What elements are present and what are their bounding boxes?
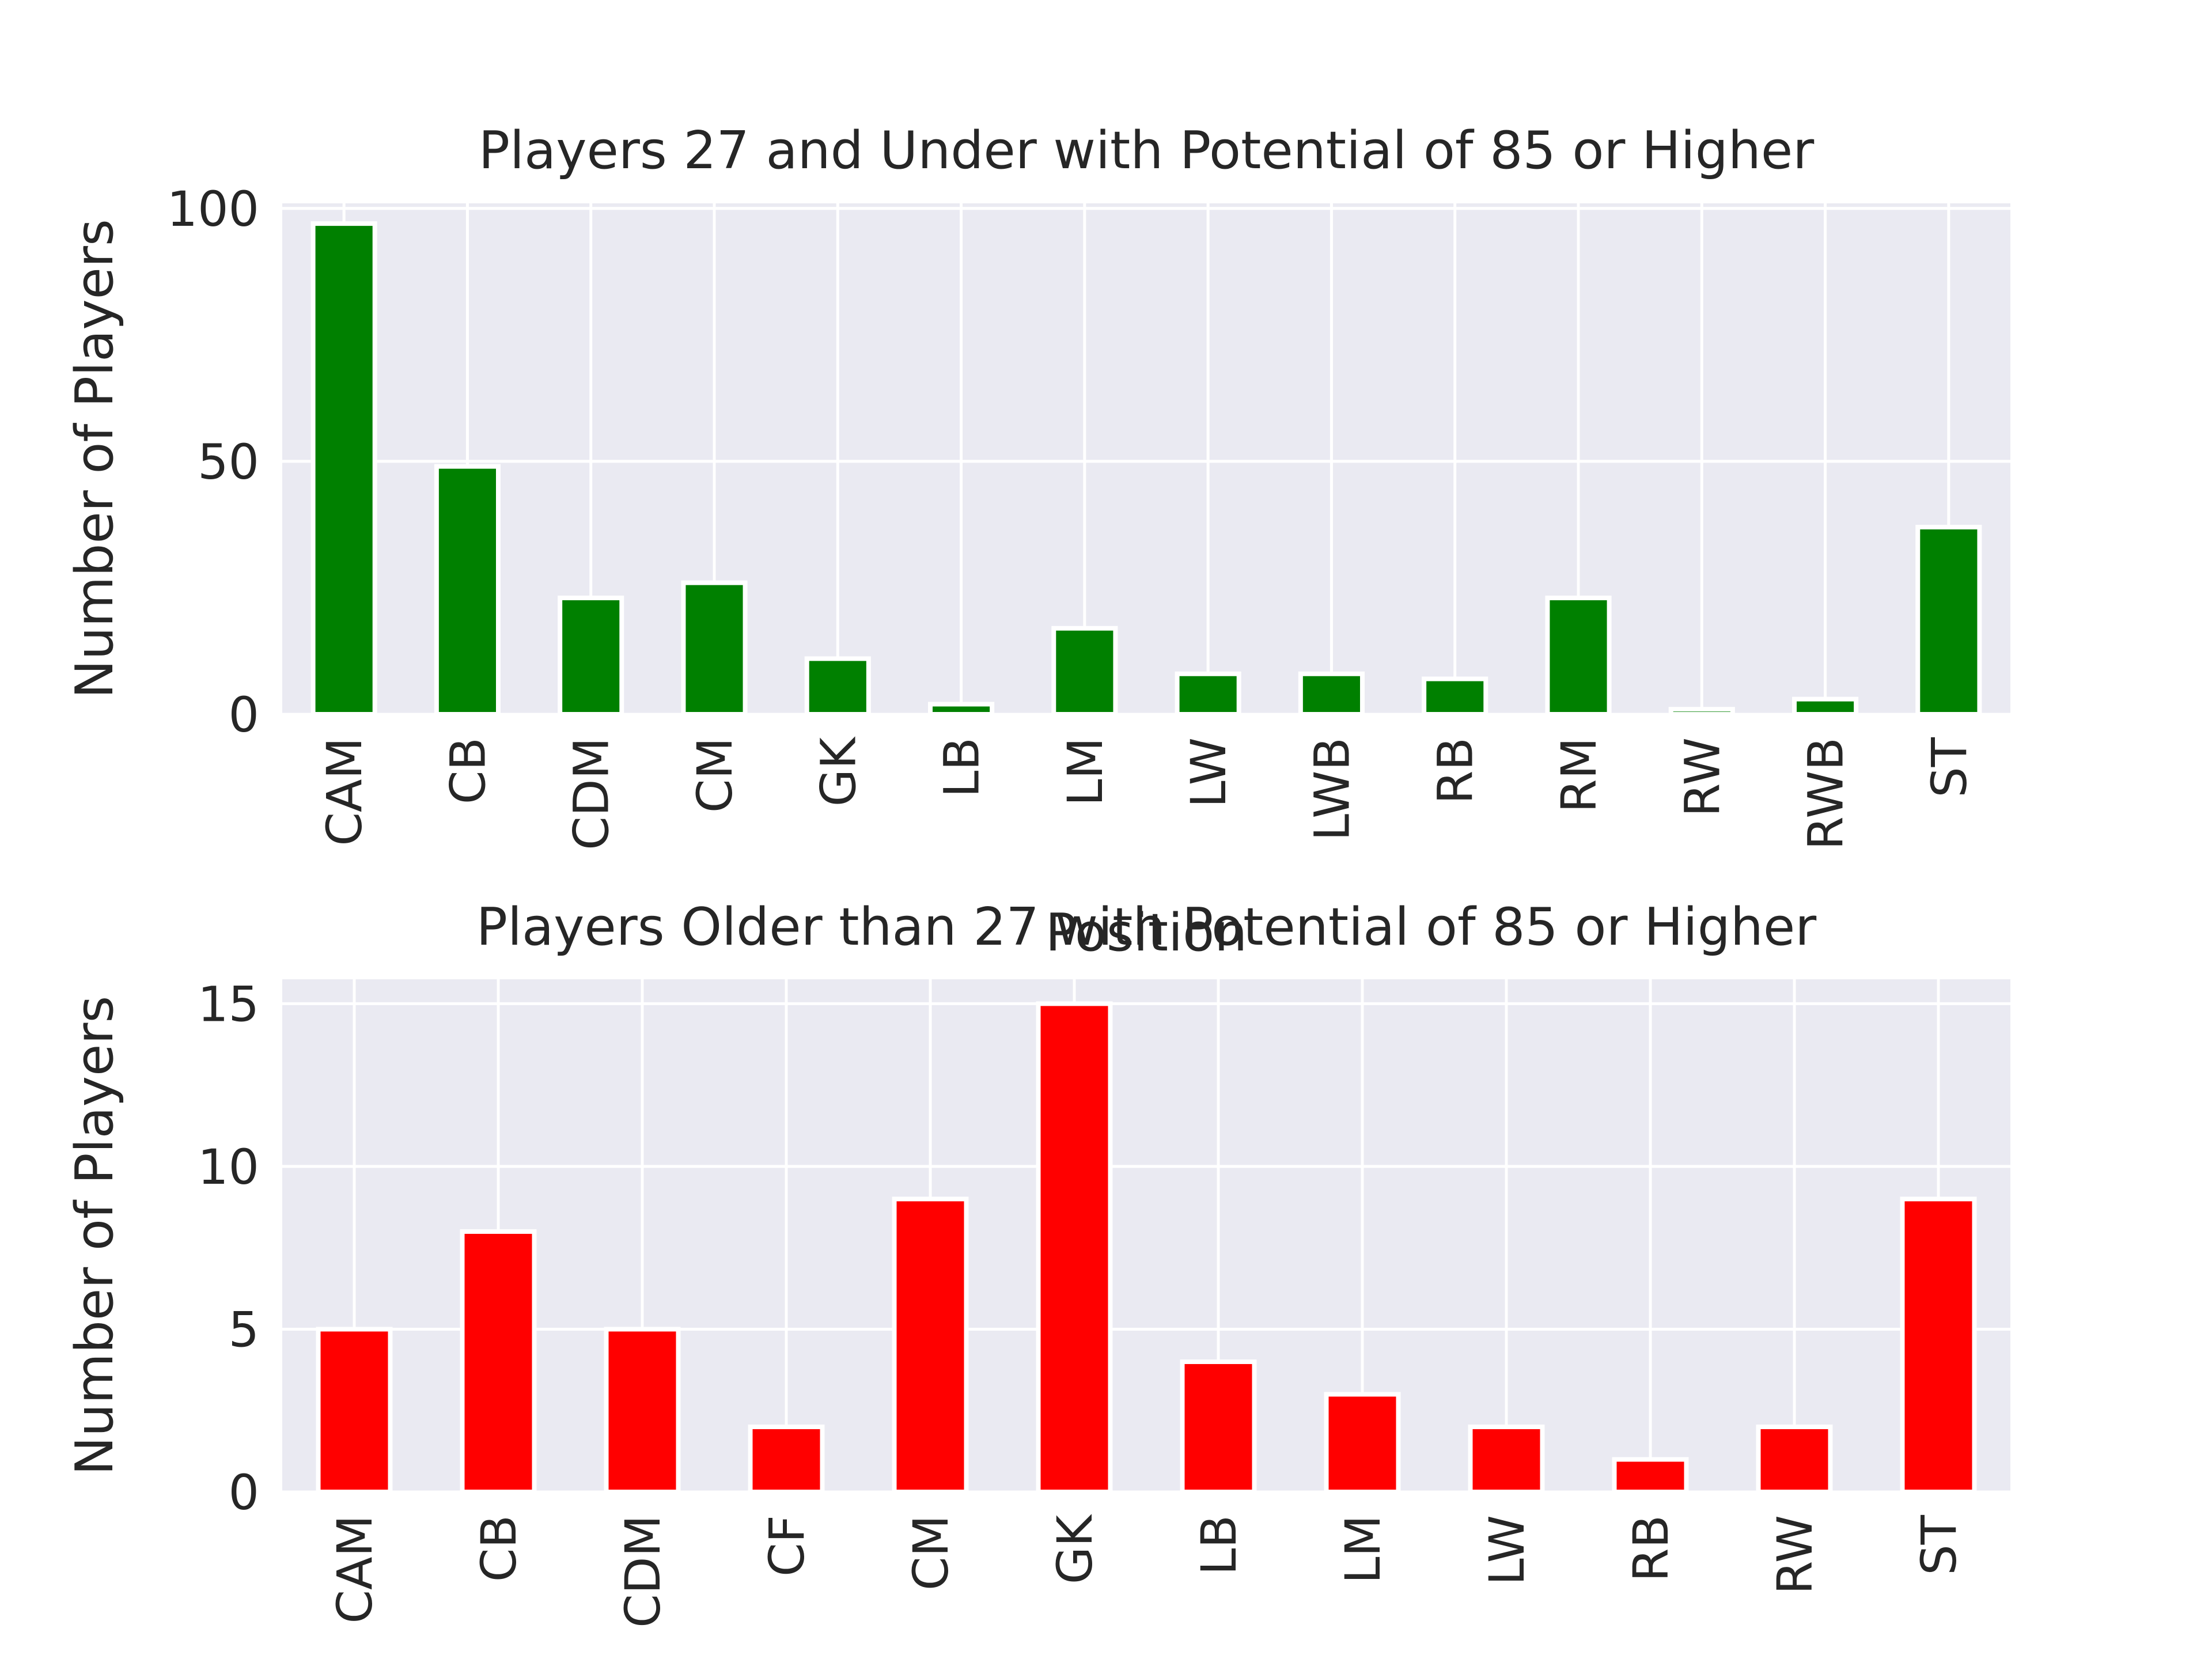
bar-rw	[1668, 707, 1735, 717]
bar-rm	[1545, 596, 1612, 717]
x-tick-label-rw: RW	[1767, 1515, 1823, 1594]
bar-rb	[1612, 1457, 1689, 1494]
x-tick-label-lm: LM	[1335, 1515, 1391, 1584]
x-tick-label-rw: RW	[1674, 737, 1730, 817]
x-tick-label-lw: LW	[1180, 737, 1237, 808]
bar-cf	[748, 1424, 825, 1495]
y-tick-label: 5	[229, 1301, 259, 1358]
bar-rw	[1756, 1424, 1833, 1495]
x-tick-label-cf: CF	[759, 1515, 815, 1577]
bar-cb	[434, 464, 501, 717]
bar-cm	[892, 1196, 969, 1494]
x-tick-label-st: ST	[1911, 1514, 1967, 1575]
chart-title: Players 27 and Under with Potential of 8…	[479, 120, 1814, 181]
x-tick-label-cb: CB	[471, 1515, 527, 1582]
y-tick-label: 100	[167, 181, 259, 237]
y-tick-label: 50	[198, 434, 259, 490]
bar-lb	[928, 702, 995, 717]
x-tick-label-rm: RM	[1551, 737, 1607, 813]
plot-area	[282, 203, 2010, 714]
y-tick-label: 10	[198, 1139, 259, 1195]
plot-area	[282, 979, 2010, 1492]
x-tick-label-rb: RB	[1623, 1515, 1679, 1582]
x-tick-label-cm: CM	[903, 1515, 959, 1590]
bar-st	[1915, 525, 1982, 717]
bar-cb	[460, 1229, 537, 1495]
bar-cdm	[558, 596, 624, 717]
x-tick-label-st: ST	[1921, 737, 1978, 797]
y-tick-label: 0	[229, 687, 259, 743]
bar-cm	[681, 580, 748, 717]
y-axis-label: Number of Players	[65, 219, 125, 698]
bar-lw	[1468, 1424, 1545, 1495]
x-tick-label-cb: CB	[440, 737, 496, 804]
y-axis-label: Number of Players	[65, 996, 125, 1475]
bar-gk	[804, 656, 871, 717]
y-tick-label: 0	[229, 1464, 259, 1521]
x-tick-label-rb: RB	[1427, 737, 1484, 804]
chart-under-27: 0 50 100 CAM CB CDM CM GK LB LM LW LWB RB RM RW RWB ST Pl…	[65, 120, 2010, 963]
x-tick-label-cdm: CDM	[615, 1515, 671, 1628]
chart-over-27: 0 5 10 15 CAM CB CDM CF CM GK LB LM LW RB RW ST Players …	[65, 897, 2010, 1628]
bar-lb	[1180, 1359, 1257, 1495]
x-tick-label-rwb: RWB	[1798, 737, 1854, 850]
bar-lw	[1175, 671, 1241, 717]
bar-cam	[316, 1327, 393, 1494]
bar-st	[1900, 1196, 1977, 1494]
x-tick-label-lb: LB	[934, 737, 990, 797]
bar-rwb	[1792, 696, 1859, 717]
bar-lwb	[1298, 671, 1365, 717]
x-tick-label-cam: CAM	[327, 1515, 383, 1624]
x-tick-label-lwb: LWB	[1304, 737, 1360, 841]
bar-rb	[1422, 676, 1488, 717]
x-tick-label-lw: LW	[1479, 1515, 1535, 1585]
x-axis-label: Position	[1046, 903, 1247, 963]
bar-cam	[310, 221, 377, 717]
bar-cdm	[604, 1327, 681, 1494]
x-tick-label-gk: GK	[1047, 1514, 1103, 1584]
x-tick-label-lm: LM	[1057, 737, 1113, 806]
bar-gk	[1036, 1001, 1113, 1494]
chart-title: Players Older than 27 with Potential of …	[476, 897, 1817, 957]
x-tick-label-cm: CM	[687, 737, 743, 813]
x-tick-label-cdm: CDM	[563, 737, 620, 850]
x-tick-label-cam: CAM	[316, 737, 373, 846]
bar-lm	[1324, 1392, 1401, 1494]
x-tick-label-lb: LB	[1191, 1515, 1247, 1575]
y-tick-label: 15	[198, 976, 259, 1032]
bar-lm	[1051, 626, 1118, 717]
x-tick-label-gk: GK	[810, 736, 866, 806]
